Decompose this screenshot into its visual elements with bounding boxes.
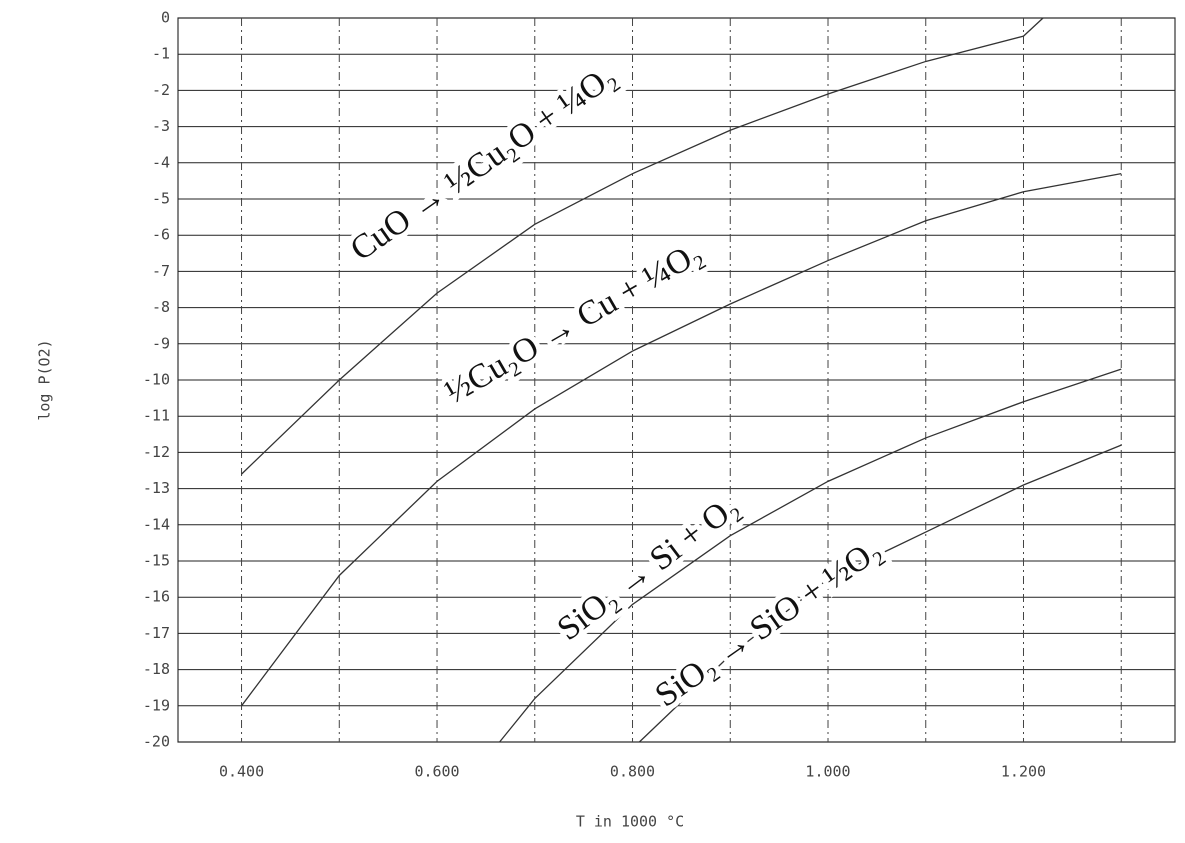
y-tick-label: -14 [143,515,170,533]
legend-label: SiO₂ → Si + O₂ [551,488,746,648]
y-tick-label: -10 [143,371,170,389]
y-tick-label: -20 [143,733,170,751]
y-tick-label: 0 [161,9,170,27]
y-tick-label: -12 [143,443,170,461]
y-tick-label: -11 [143,407,170,425]
y-tick-label: -6 [152,226,170,244]
y-tick-label: -1 [152,45,170,63]
y-tick-label: -2 [152,81,170,99]
data-line [638,444,1122,743]
legend-label: ½Cu₂O → Cu + ¼O₂ [439,234,709,411]
x-tick-label: 0.400 [219,763,264,781]
y-tick-label: -3 [152,117,170,135]
y-tick-label: -5 [152,190,170,208]
y-tick-label: -13 [143,479,170,497]
x-tick-label: 0.600 [414,763,459,781]
data-line [241,17,1044,475]
y-tick-label: -9 [152,334,170,352]
data-line [241,173,1122,707]
data-line [499,368,1122,743]
y-tick-label: -17 [143,624,170,642]
y-tick-label: -18 [143,660,170,678]
y-tick-label: -15 [143,552,170,570]
x-tick-label: 1.000 [805,763,850,781]
y-tick-label: -19 [143,696,170,714]
y-axis-label: log P(O2) [36,339,54,420]
y-tick-label: -7 [152,262,170,280]
y-tick-label: -8 [152,298,170,316]
x-tick-label: 0.800 [610,763,655,781]
y-tick-label: -4 [152,153,170,171]
x-axis-label: T in 1000 °C [576,813,684,831]
y-tick-label: -16 [143,588,170,606]
x-tick-label: 1.200 [1001,763,1046,781]
